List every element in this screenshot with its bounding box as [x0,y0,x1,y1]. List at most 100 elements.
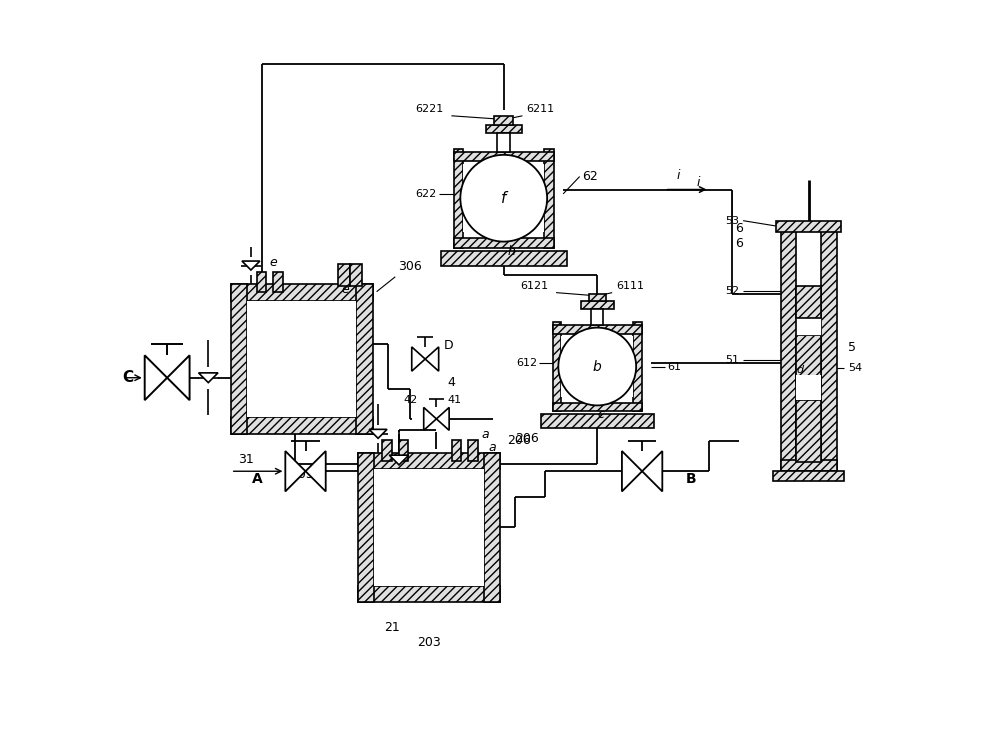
Text: A: A [252,472,262,485]
Bar [441,251,567,266]
Polygon shape [424,408,436,430]
Bar [494,116,513,125]
Bar [356,284,373,434]
Polygon shape [167,355,190,400]
Bar [497,133,510,152]
Bar [821,224,837,471]
Text: 42: 42 [403,395,418,405]
Bar [541,414,654,428]
Bar [544,149,554,248]
Polygon shape [642,451,662,491]
Text: 52: 52 [725,286,739,296]
Bar [776,221,841,233]
Text: 6211: 6211 [526,104,554,114]
Text: D: D [444,339,454,352]
Text: 51: 51 [725,355,739,365]
Bar [358,453,374,602]
Text: f: f [501,191,506,206]
Polygon shape [436,408,449,430]
Text: 303: 303 [290,468,314,480]
Polygon shape [306,451,326,491]
Text: a: a [481,429,489,441]
Bar [796,286,821,318]
Bar [468,440,478,461]
Bar [484,453,500,602]
Text: b: b [593,360,602,373]
Text: 206: 206 [507,434,531,447]
Text: 6111: 6111 [616,280,644,291]
Bar [231,284,247,434]
Bar [553,403,642,411]
Text: 206: 206 [515,432,539,445]
Bar [581,301,614,309]
Text: 203: 203 [417,636,441,649]
Text: 62: 62 [582,170,598,183]
Polygon shape [242,261,260,270]
Text: i: i [676,169,680,182]
Polygon shape [622,451,642,491]
Bar [358,586,500,602]
Bar [553,322,561,411]
Text: i: i [696,176,700,189]
Bar [273,272,283,292]
Bar [374,469,484,586]
Bar [382,440,392,461]
Bar [454,152,554,162]
Bar [591,309,603,325]
Bar [773,471,844,481]
Bar [796,318,821,335]
Bar [780,460,837,471]
Bar [633,322,642,411]
Text: 5: 5 [848,341,856,355]
Text: 6: 6 [736,236,743,250]
Circle shape [460,155,547,242]
Polygon shape [285,451,306,491]
Bar [796,335,821,384]
Polygon shape [199,373,218,383]
Bar [452,440,461,461]
Circle shape [558,328,636,405]
Text: c: c [598,408,604,421]
Text: 6121: 6121 [520,280,549,291]
Bar [796,400,821,462]
Text: 4: 4 [448,376,456,389]
Polygon shape [145,355,167,400]
Text: B: B [685,472,696,485]
Text: a: a [489,441,496,454]
Text: e: e [270,257,277,269]
Bar [486,125,522,133]
Bar [561,336,633,397]
Text: 6: 6 [736,221,743,235]
Text: d: d [797,365,804,375]
Bar [231,284,373,301]
Polygon shape [412,347,425,371]
Text: 306: 306 [398,260,422,273]
Text: 622: 622 [415,189,436,199]
Text: 41: 41 [448,395,462,405]
Bar [796,375,821,400]
Text: 61: 61 [667,361,681,372]
Text: C: C [122,370,133,385]
Text: e: e [341,283,349,295]
Bar [350,264,362,286]
Bar [454,238,554,248]
Bar [358,453,500,469]
Bar [454,149,463,248]
Text: 612: 612 [516,358,537,367]
Bar [589,293,606,301]
Text: 31: 31 [238,453,254,465]
Polygon shape [369,429,387,438]
Bar [247,301,356,417]
Text: 21: 21 [384,621,399,634]
Text: 54: 54 [848,363,862,373]
Bar [463,165,544,233]
Polygon shape [389,455,409,465]
Bar [257,272,266,292]
Bar [553,325,642,334]
Text: 6221: 6221 [416,104,444,114]
Text: h: h [507,245,515,258]
Bar [399,440,408,461]
Bar [338,264,350,286]
Text: 53: 53 [725,215,739,226]
Bar [780,224,796,471]
